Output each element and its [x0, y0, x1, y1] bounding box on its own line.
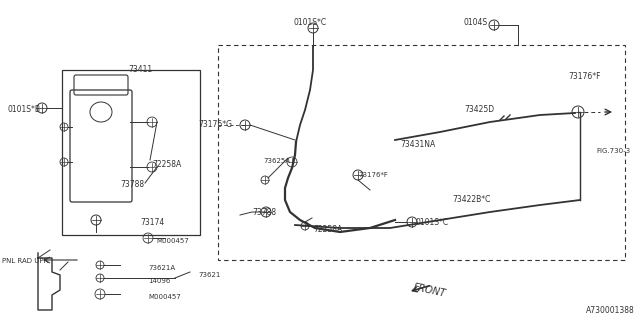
Text: PNL RAD UPR: PNL RAD UPR — [2, 258, 48, 264]
Text: 73625A: 73625A — [263, 158, 290, 164]
Text: 73176*G: 73176*G — [198, 120, 232, 129]
Text: 73425D: 73425D — [464, 105, 494, 114]
Text: 73176*F: 73176*F — [568, 72, 600, 81]
Text: M000457: M000457 — [156, 238, 189, 244]
Text: 72258A: 72258A — [152, 160, 181, 169]
Text: 73788: 73788 — [120, 180, 144, 189]
Text: 0101S*B: 0101S*B — [8, 105, 41, 114]
Text: 73621A: 73621A — [148, 265, 175, 271]
Text: 0101S*C: 0101S*C — [415, 218, 448, 227]
Text: M000457: M000457 — [148, 294, 180, 300]
Text: 0104S: 0104S — [464, 18, 488, 27]
Text: 0101S*C: 0101S*C — [293, 18, 326, 27]
Text: 73788: 73788 — [252, 208, 276, 217]
Text: 73174: 73174 — [140, 218, 164, 227]
Text: 73431NA: 73431NA — [400, 140, 435, 149]
Text: 73411: 73411 — [128, 65, 152, 74]
Text: 14096: 14096 — [148, 278, 170, 284]
Text: 72258A: 72258A — [313, 225, 342, 234]
Bar — [218, 45, 625, 260]
Bar — [62, 70, 200, 235]
Text: 73621: 73621 — [198, 272, 220, 278]
Text: FIG.730-3: FIG.730-3 — [596, 148, 630, 154]
Text: FRONT: FRONT — [412, 282, 447, 299]
Text: 73422B*C: 73422B*C — [452, 195, 490, 204]
Text: 73176*F: 73176*F — [358, 172, 388, 178]
Text: A730001388: A730001388 — [586, 306, 635, 315]
